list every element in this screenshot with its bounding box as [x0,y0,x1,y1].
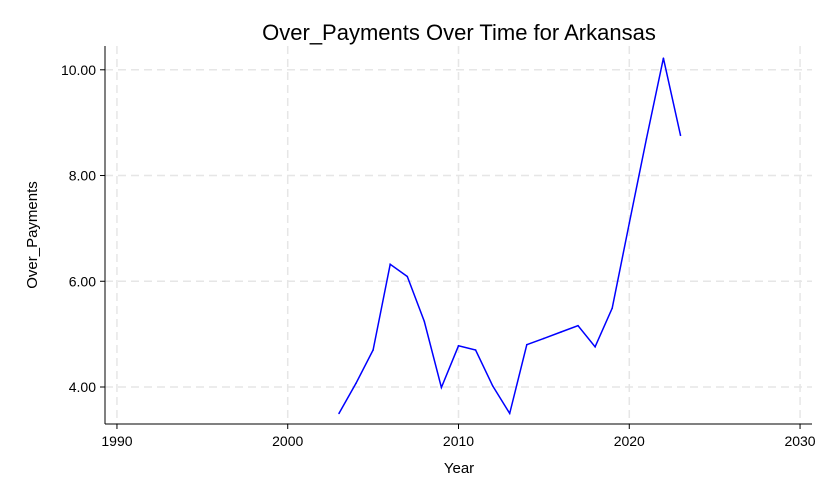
data-point [338,412,340,415]
data-point [594,346,596,348]
x-tick-label: 2000 [272,433,303,449]
data-point [406,275,409,278]
data-point [577,324,579,327]
grid [105,46,812,424]
y-ticks: 4.00 6.00 8.00 10.00 [61,62,105,395]
data-point [560,331,562,333]
series-layer [338,57,682,416]
y-axis-title: Over_Payments [24,181,41,289]
x-ticks: 1990 2000 2010 2020 2030 [101,424,816,449]
y-tick-label: 6.00 [69,273,96,289]
x-tick-label: 2010 [443,433,474,449]
y-tick-label: 10.00 [61,62,96,78]
x-tick-label: 2020 [614,433,645,449]
x-axis-title: Year [444,460,474,477]
y-tick-label: 4.00 [69,379,96,395]
chart-title: Over_Payments Over Time for Arkansas [262,20,656,45]
data-point [423,320,426,323]
data-point [474,349,477,351]
data-point [628,222,631,224]
data-point [526,343,528,346]
data-point [508,412,511,415]
x-tick-label: 2030 [784,433,815,449]
y-tick-label: 8.00 [69,168,96,184]
data-point [457,345,460,347]
data-point [543,337,545,340]
data-point [355,382,357,385]
x-tick-label: 1990 [101,433,132,449]
data-point [491,385,494,387]
data-point [662,57,665,59]
data-point [611,307,613,310]
data-point [372,349,374,351]
data-point [389,263,392,266]
data-point [679,134,682,137]
data-point [440,386,443,389]
data-point [645,138,648,140]
